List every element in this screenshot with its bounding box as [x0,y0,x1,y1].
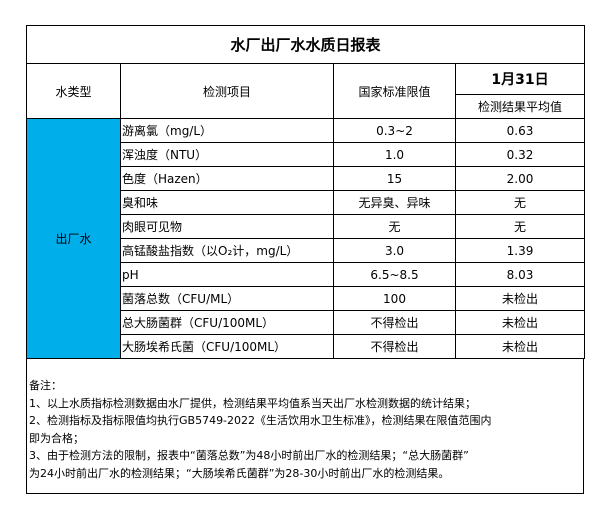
result-cell: 1.39 [454,238,586,263]
limit-cell: 不得检出 [333,334,456,359]
item-cell: pH [120,262,334,287]
water-type-cell: 出厂水 [26,118,121,359]
table-row: 肉眼可见物无无 [27,214,586,239]
limit-cell: 6.5~8.5 [333,262,456,287]
limit-cell: 100 [333,286,456,311]
note-line: 为24小时前出厂水的检测结果；“大肠埃希氏菌群”为28-30小时前出厂水的检测结… [29,466,450,480]
table-row: pH 6.5~8.5 8.03 [27,262,586,287]
result-cell: 8.03 [454,262,586,287]
item-cell: 游离氯（mg/L） [120,118,334,143]
limit-cell: 0.3~2 [333,118,456,143]
note-line: 3、由于检测方法的限制，报表中“菌落总数”为48小时前出厂水的检测结果；“总大肠… [29,449,469,462]
item-cell: 菌落总数（CFU/ML） [120,286,334,311]
limit-cell: 不得检出 [333,310,456,335]
limit-cell: 15 [333,166,456,191]
item-cell: 总大肠菌群（CFU/100ML） [120,310,334,335]
note-line: 备注： [29,379,62,392]
report-title: 水厂出厂水水质日报表 [25,25,586,64]
result-cell: 0.63 [454,118,586,143]
result-cell: 未检出 [454,286,586,311]
notes: 备注： 1、以上水质指标检测数据由水厂提供，检测结果平均值系当天出厂水检测数据的统… [26,359,584,494]
note-line: 即为合格； [29,431,84,445]
result-cell: 2.00 [454,166,586,191]
limit-cell: 无异臭、异味 [333,190,456,215]
result-cell: 0.32 [454,142,586,167]
header-limit: 国家标准限值 [333,63,456,119]
table-row: 出厂水 游离氯（mg/L） 0.3~2 0.63 [26,118,586,359]
report-table: 水厂出厂水水质日报表 水类型 检测项目 国家标准限值 1月31日 检测结果平均值… [25,25,586,359]
item-cell: 大肠埃希氏菌（CFU/100ML） [120,334,334,359]
item-cell: 高锰酸盐指数（以O₂计，mg/L） [120,238,334,263]
limit-cell: 3.0 [333,238,456,263]
limit-cell: 无 [333,214,456,239]
header-date: 1月31日 [454,63,586,95]
table-row: 高锰酸盐指数（以O₂计，mg/L） 3.0 1.39 [27,238,586,263]
result-cell: 未检出 [454,310,586,335]
header-result: 检测结果平均值 [454,94,586,119]
report: 水厂出厂水水质日报表 水类型 检测项目 国家标准限值 1月31日 检测结果平均值… [25,25,586,494]
table-row: 大肠埃希氏菌（CFU/100ML） 不得检出 未检出 [27,334,586,359]
table-row: 总大肠菌群（CFU/100ML） 不得检出 未检出 [27,310,586,335]
item-cell: 肉眼可见物 [120,214,334,239]
result-cell: 无 [454,214,586,239]
header-item: 检测项目 [120,63,334,119]
item-cell: 色度（Hazen） [120,166,334,191]
limit-cell: 1.0 [333,142,456,167]
table-row: 浑浊度（NTU） 1.0 0.32 [27,142,586,167]
item-cell: 浑浊度（NTU） [120,142,334,167]
note-line: 2、检测指标及指标限值均执行GB5749-2022《生活饮用水卫生标准》，检测结… [29,414,492,427]
item-cell: 臭和味 [120,190,334,215]
table-row: 色度（Hazen） 15 2.00 [27,166,586,191]
table-row: 菌落总数（CFU/ML） 100 未检出 [27,286,586,311]
result-cell: 无 [454,190,586,215]
note-line: 1、以上水质指标检测数据由水厂提供，检测结果平均值系当天出厂水检测数据的统计结果… [29,396,476,410]
header-water-type: 水类型 [26,63,121,119]
result-cell: 未检出 [454,334,586,359]
table-row: 臭和味 无异臭、异味无 [27,190,586,215]
